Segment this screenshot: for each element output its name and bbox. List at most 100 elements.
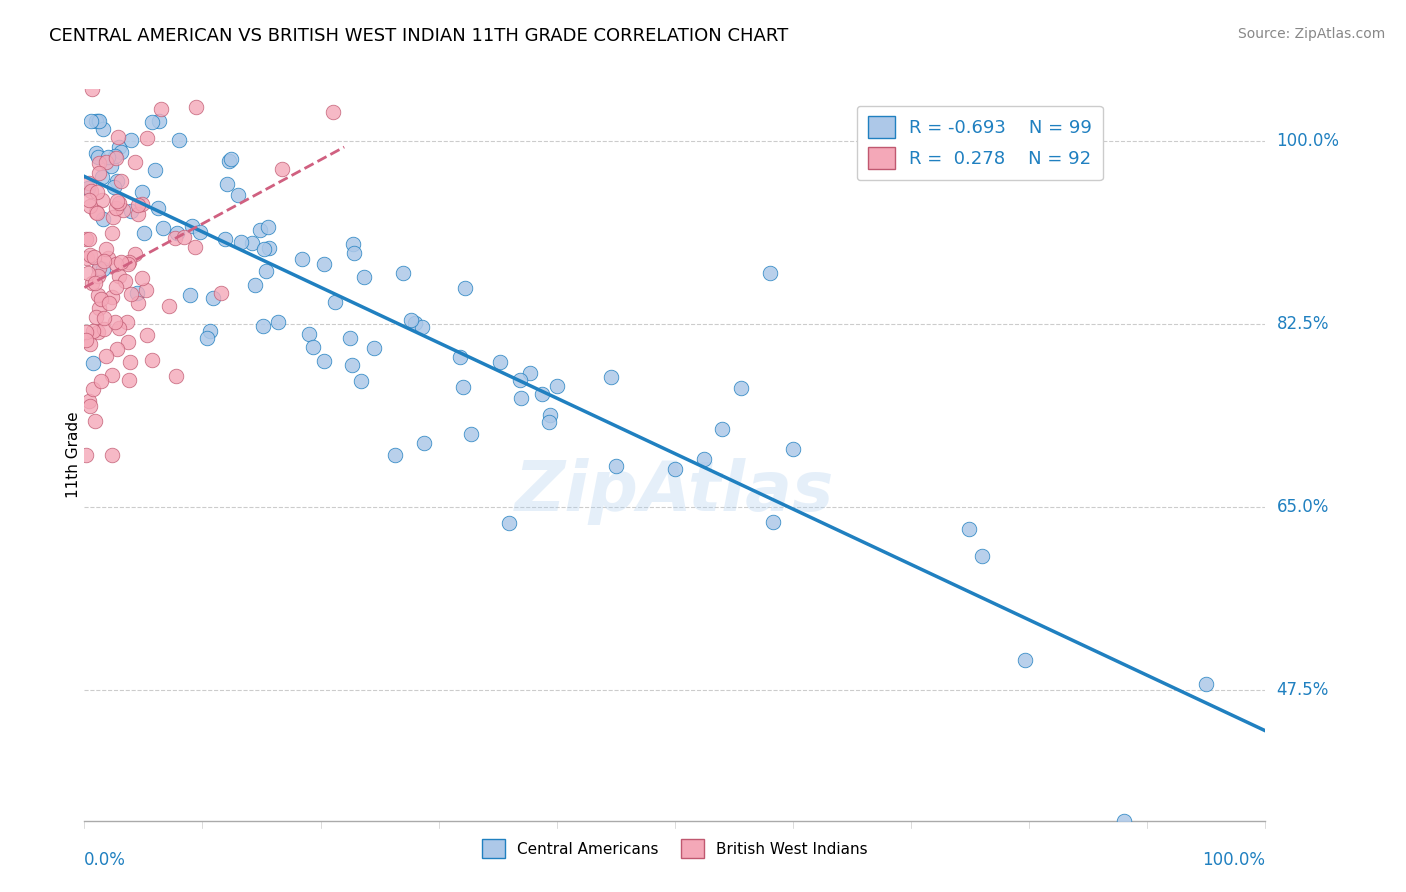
Point (136, 131, 159, 145)
Legend: Central Americans, British West Indians: Central Americans, British West Indians (475, 833, 875, 864)
Point (89, 113, 111, 128)
Point (127, 296, 149, 310)
Point (412, 435, 434, 450)
Point (267, 315, 290, 329)
Point (75, 334, 97, 348)
Point (93, 254, 115, 268)
Point (90, 194, 112, 208)
Point (86, 206, 108, 220)
Point (249, 223, 271, 237)
Point (339, 331, 361, 345)
Point (131, 271, 153, 285)
Point (87, 150, 110, 164)
Point (257, 219, 280, 234)
Point (86, 185, 108, 199)
Point (180, 219, 202, 233)
Point (314, 354, 336, 368)
Text: Source: ZipAtlas.com: Source: ZipAtlas.com (1237, 27, 1385, 41)
Point (188, 225, 211, 239)
Point (87, 261, 110, 276)
Point (76, 181, 98, 195)
Point (83, 251, 105, 265)
Point (84, 414, 107, 428)
Point (75, 232, 97, 246)
Point (664, 462, 686, 476)
Point (240, 235, 263, 250)
Point (87, 165, 110, 179)
Point (101, 368, 124, 382)
Point (100, 448, 122, 462)
Point (271, 161, 294, 176)
Point (107, 195, 129, 210)
Point (89, 261, 111, 276)
Point (87, 326, 110, 340)
Point (546, 378, 568, 392)
Point (91, 262, 114, 277)
Point (1195, 677, 1218, 691)
Point (79, 399, 101, 413)
Point (325, 294, 347, 309)
Point (135, 327, 157, 342)
Point (82, 383, 104, 397)
Point (253, 242, 276, 256)
Point (692, 451, 714, 466)
Point (970, 549, 993, 563)
Point (108, 321, 131, 335)
Point (105, 280, 128, 294)
Point (157, 299, 180, 313)
Point (117, 257, 139, 271)
Y-axis label: 11th Grade: 11th Grade (66, 411, 80, 499)
Point (84, 276, 107, 290)
Point (146, 202, 169, 216)
Point (509, 373, 531, 387)
Point (96, 243, 118, 257)
Point (605, 459, 627, 474)
Point (195, 331, 218, 345)
Point (104, 315, 127, 329)
Point (219, 152, 242, 166)
Point (134, 226, 156, 240)
Point (121, 133, 143, 147)
Point (342, 236, 364, 251)
Point (80, 82, 103, 96)
Point (135, 283, 157, 297)
Point (86, 268, 108, 283)
Point (93, 311, 115, 326)
Point (79, 248, 101, 262)
Point (107, 130, 129, 145)
Point (291, 252, 314, 266)
Point (141, 114, 163, 128)
Point (110, 145, 132, 159)
Point (79, 337, 101, 351)
Point (538, 415, 561, 429)
Point (165, 369, 187, 384)
Point (75, 325, 97, 339)
Point (141, 353, 163, 368)
Text: 82.5%: 82.5% (1277, 315, 1329, 334)
Point (127, 198, 149, 212)
Point (80, 277, 103, 291)
Point (312, 257, 335, 271)
Point (104, 257, 127, 271)
Point (759, 266, 782, 280)
Point (114, 274, 136, 288)
Point (399, 313, 422, 327)
Point (498, 516, 520, 531)
Point (257, 241, 280, 255)
Point (76, 252, 98, 266)
Point (460, 426, 482, 441)
Point (148, 113, 170, 128)
Point (103, 180, 125, 194)
Point (93, 322, 115, 336)
Point (166, 226, 188, 240)
Point (531, 386, 554, 401)
Point (101, 227, 124, 241)
Point (105, 174, 128, 188)
Point (110, 255, 132, 269)
Point (120, 287, 142, 301)
Text: 0.0%: 0.0% (84, 851, 127, 869)
Text: 65.0%: 65.0% (1277, 498, 1329, 516)
Point (86, 113, 108, 128)
Point (363, 341, 385, 355)
Point (350, 374, 373, 388)
